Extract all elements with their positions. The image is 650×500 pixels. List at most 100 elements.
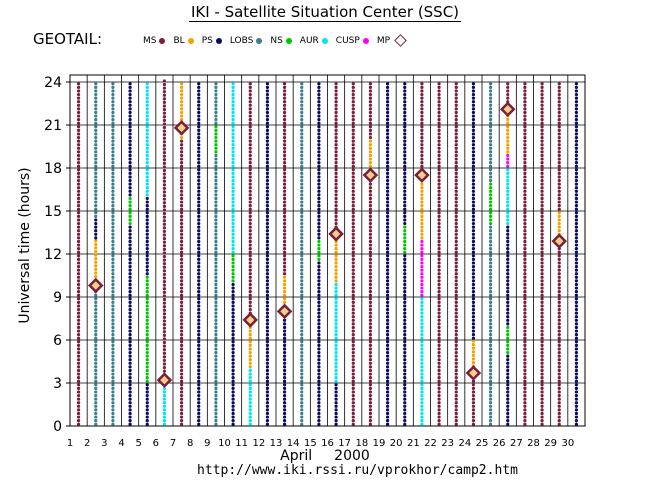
data-point-ms — [454, 300, 458, 304]
data-point-ms — [454, 171, 458, 175]
data-point-ps — [197, 300, 201, 304]
data-point-lobs — [488, 103, 493, 107]
data-point-ms — [282, 193, 287, 197]
data-point-ms — [557, 307, 561, 312]
data-point-ps — [574, 96, 579, 100]
data-point-ms — [557, 354, 561, 358]
data-point-lobs — [111, 408, 115, 412]
mp-crossing-marker — [328, 226, 344, 242]
data-point-ps — [403, 365, 407, 369]
data-point-ps — [128, 397, 132, 401]
data-point-ps — [574, 125, 579, 129]
data-point-ps — [197, 132, 201, 136]
x-tick-label: 28 — [527, 438, 540, 449]
data-point-ms — [454, 150, 458, 154]
data-point-lobs — [488, 297, 493, 301]
data-point-lobs — [300, 401, 304, 405]
data-point-ms — [76, 329, 81, 333]
data-point-ps — [197, 315, 201, 319]
data-point-aur — [231, 82, 235, 86]
data-point-ms — [351, 243, 355, 247]
data-point-ms — [179, 268, 184, 272]
data-point-ms — [523, 168, 527, 172]
data-point-ms — [523, 272, 527, 276]
data-point-ms — [368, 214, 373, 218]
data-point-ps — [265, 243, 270, 247]
data-point-bl — [334, 250, 338, 254]
data-point-lobs — [111, 393, 115, 398]
data-point-ms — [76, 347, 81, 351]
data-point-ms — [454, 264, 458, 269]
data-point-ms — [540, 125, 544, 129]
data-point-ms — [162, 251, 167, 255]
data-point-lobs — [488, 264, 493, 269]
data-point-ps — [317, 368, 321, 373]
data-point-lobs — [111, 229, 115, 233]
data-point-lobs — [214, 318, 218, 322]
data-point-lobs — [488, 307, 493, 312]
data-point-ps — [506, 272, 510, 276]
data-point-ms — [368, 379, 373, 383]
data-point-ps — [403, 300, 407, 304]
data-point-ms — [334, 135, 338, 140]
data-point-lobs — [111, 121, 115, 125]
data-point-ps — [197, 107, 201, 111]
data-point-ps — [403, 254, 407, 258]
data-point-ps — [403, 279, 407, 283]
data-point-lobs — [300, 279, 304, 283]
data-point-ms — [471, 415, 476, 419]
data-point-ps — [282, 361, 287, 365]
data-point-lobs — [111, 415, 115, 419]
data-point-aur — [334, 325, 338, 330]
data-point-ms — [162, 165, 167, 169]
data-point-ps — [574, 225, 579, 229]
data-point-ms — [368, 336, 373, 340]
data-point-lobs — [488, 390, 493, 394]
data-point-ps — [265, 100, 270, 104]
data-point-aur — [231, 103, 235, 107]
data-point-ps — [403, 311, 407, 315]
data-point-ms — [454, 397, 458, 401]
data-point-ps — [197, 211, 201, 215]
data-point-ps — [385, 379, 390, 383]
mp-crossing-marker — [551, 233, 568, 249]
data-point-ms — [437, 110, 441, 115]
data-point-bl — [420, 196, 424, 201]
data-point-ps — [197, 329, 201, 333]
data-point-ms — [162, 272, 167, 277]
data-point-lobs — [111, 168, 115, 172]
data-point-lobs — [94, 103, 98, 107]
data-point-lobs — [488, 139, 493, 143]
data-point-ms — [523, 376, 527, 380]
data-point-ms — [282, 225, 287, 229]
data-point-ms — [248, 171, 252, 175]
data-point-lobs — [94, 365, 98, 369]
data-point-ps — [334, 404, 338, 408]
data-point-lobs — [111, 132, 115, 136]
data-point-ns — [488, 211, 493, 215]
data-point-ms — [420, 110, 424, 115]
data-point-ms — [557, 282, 561, 287]
data-point-ms — [282, 196, 287, 201]
data-point-ms — [368, 408, 373, 412]
data-point-ps — [403, 268, 407, 272]
data-point-ps — [317, 139, 321, 143]
data-point-ms — [540, 150, 544, 154]
data-point-ps — [94, 221, 98, 226]
data-point-ps — [471, 221, 476, 226]
data-point-ps — [231, 333, 235, 337]
data-point-ps — [574, 390, 579, 394]
data-point-lobs — [300, 325, 304, 330]
data-point-ns — [506, 340, 510, 344]
data-point-ps — [334, 393, 338, 398]
data-point-ms — [76, 200, 81, 204]
data-point-ms — [162, 190, 167, 194]
data-point-ms — [248, 178, 252, 183]
data-point-ps — [282, 322, 287, 326]
data-point-lobs — [111, 247, 115, 251]
data-point-bl — [420, 211, 424, 215]
data-point-lobs — [300, 89, 304, 93]
data-point-ps — [317, 143, 321, 147]
data-point-ns — [214, 125, 218, 129]
